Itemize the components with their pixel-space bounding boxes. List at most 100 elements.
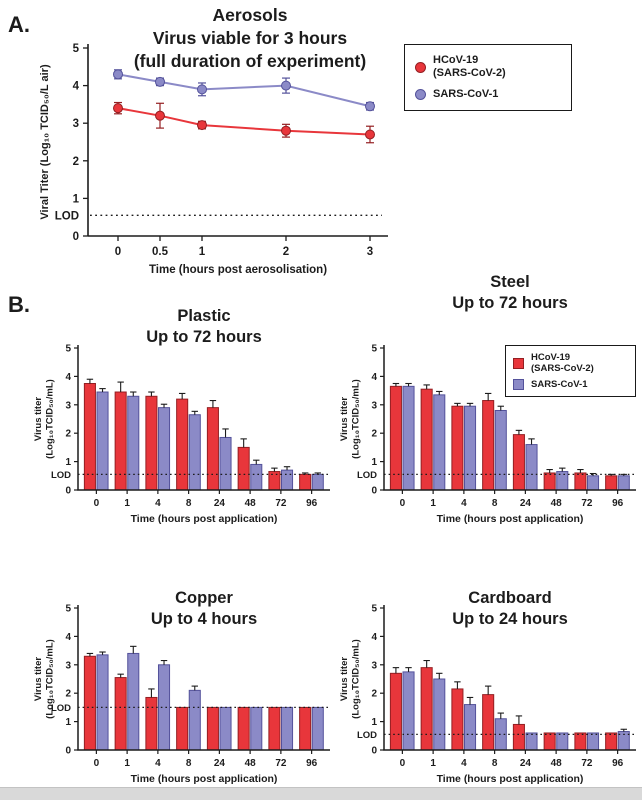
- svg-text:Time (hours post aerosolisatio: Time (hours post aerosolisation): [149, 264, 327, 276]
- svg-text:LOD: LOD: [55, 210, 79, 222]
- bottom-strip: [0, 787, 642, 800]
- svg-text:8: 8: [186, 498, 192, 509]
- svg-text:LOD: LOD: [357, 730, 377, 741]
- svg-text:4: 4: [371, 372, 377, 383]
- sarscov1-square-marker-icon: [513, 379, 524, 390]
- svg-text:72: 72: [581, 758, 593, 769]
- svg-text:0: 0: [65, 746, 71, 757]
- svg-text:1: 1: [371, 717, 377, 728]
- svg-text:5: 5: [371, 604, 377, 615]
- svg-text:1: 1: [371, 457, 377, 468]
- svg-text:1: 1: [65, 717, 71, 728]
- svg-text:0: 0: [371, 746, 377, 757]
- svg-text:(Log₁₀TCID₅₀/mL): (Log₁₀TCID₅₀/mL): [45, 639, 56, 719]
- aerosols-title: Aerosols Virus viable for 3 hours (full …: [70, 4, 430, 73]
- svg-text:48: 48: [245, 758, 257, 769]
- aerosols-title-line1: Aerosols: [212, 5, 288, 25]
- svg-text:3: 3: [65, 660, 71, 671]
- svg-text:2: 2: [65, 689, 71, 700]
- svg-text:5: 5: [73, 43, 80, 55]
- svg-text:Time (hours post application): Time (hours post application): [131, 513, 278, 525]
- svg-text:96: 96: [306, 758, 318, 769]
- svg-text:LOD: LOD: [51, 703, 71, 714]
- svg-text:0: 0: [73, 231, 79, 243]
- svg-text:3: 3: [371, 660, 377, 671]
- svg-text:1: 1: [430, 758, 436, 769]
- svg-text:Viral Titer (Log₁₀ TCID₅₀/L ai: Viral Titer (Log₁₀ TCID₅₀/L air): [39, 64, 51, 220]
- svg-text:72: 72: [275, 758, 287, 769]
- svg-text:(Log₁₀TCID₅₀/mL): (Log₁₀TCID₅₀/mL): [351, 379, 362, 459]
- svg-text:24: 24: [214, 758, 226, 769]
- svg-text:48: 48: [551, 498, 563, 509]
- svg-text:48: 48: [551, 758, 563, 769]
- svg-text:Time (hours post application): Time (hours post application): [437, 513, 584, 525]
- svg-text:24: 24: [520, 758, 532, 769]
- aerosols-title-line3: (full duration of experiment): [133, 51, 367, 71]
- svg-text:24: 24: [214, 498, 226, 509]
- svg-text:1: 1: [199, 246, 206, 258]
- svg-text:1: 1: [124, 758, 130, 769]
- legend-steel: HCoV-19 (SARS-CoV-2) SARS-CoV-1: [505, 345, 636, 397]
- hcov19-circle-marker-icon: [415, 61, 426, 73]
- svg-text:2: 2: [371, 689, 377, 700]
- sarscov1-circle-marker-icon: [415, 89, 426, 100]
- svg-text:3: 3: [367, 246, 373, 258]
- svg-text:LOD: LOD: [51, 470, 71, 481]
- svg-text:48: 48: [245, 498, 257, 509]
- legend-entry-hcov19: HCoV-19 (SARS-CoV-2): [415, 54, 561, 80]
- svg-text:3: 3: [73, 118, 79, 130]
- plastic-title: Plastic Up to 72 hours: [146, 307, 262, 346]
- svg-text:72: 72: [275, 498, 287, 509]
- svg-text:96: 96: [612, 758, 624, 769]
- aerosols-title-line2: Virus viable for 3 hours: [152, 28, 348, 48]
- steel-title: Steel Up to 72 hours: [452, 273, 568, 312]
- svg-text:3: 3: [65, 400, 71, 411]
- legend-hcov19-label: HCoV-19 (SARS-CoV-2): [531, 352, 594, 374]
- aerosols-line-chart: 0 1 2 3 4 5 LOD 0 0.5 1 2 3 Time (hours post aerosol…: [39, 43, 388, 276]
- svg-text:LOD: LOD: [357, 470, 377, 481]
- legend-hcov19-label: HCoV-19 (SARS-CoV-2): [433, 54, 506, 79]
- svg-text:96: 96: [612, 498, 624, 509]
- svg-text:0.5: 0.5: [152, 246, 169, 258]
- svg-text:2: 2: [73, 156, 79, 168]
- legend-entry-sarscov1: SARS-CoV-1: [513, 379, 628, 390]
- svg-text:4: 4: [461, 758, 467, 769]
- svg-text:8: 8: [492, 758, 498, 769]
- svg-text:4: 4: [155, 758, 161, 769]
- svg-text:Virus titer: Virus titer: [339, 397, 350, 441]
- svg-text:24: 24: [520, 498, 532, 509]
- svg-text:2: 2: [371, 429, 377, 440]
- svg-text:(Log₁₀TCID₅₀/mL): (Log₁₀TCID₅₀/mL): [351, 639, 362, 719]
- legend-sarscov1-label: SARS-CoV-1: [433, 88, 499, 100]
- svg-text:8: 8: [492, 498, 498, 509]
- svg-text:3: 3: [371, 400, 377, 411]
- panel-a-label: A.: [8, 12, 30, 37]
- svg-text:2: 2: [283, 246, 289, 258]
- svg-text:0: 0: [94, 758, 100, 769]
- svg-text:Time (hours post application): Time (hours post application): [437, 773, 584, 785]
- svg-text:Virus titer: Virus titer: [33, 657, 44, 701]
- svg-text:96: 96: [306, 498, 318, 509]
- svg-text:0: 0: [115, 246, 121, 258]
- svg-text:4: 4: [371, 632, 377, 643]
- svg-text:5: 5: [371, 344, 377, 355]
- svg-text:4: 4: [73, 81, 80, 93]
- svg-text:1: 1: [73, 193, 80, 205]
- svg-text:2: 2: [65, 429, 71, 440]
- svg-text:0: 0: [371, 486, 377, 497]
- svg-text:Time (hours post application): Time (hours post application): [131, 773, 278, 785]
- svg-text:Virus titer: Virus titer: [339, 657, 350, 701]
- svg-text:4: 4: [65, 632, 71, 643]
- panel-b-label: B.: [8, 292, 30, 317]
- svg-text:4: 4: [65, 372, 71, 383]
- hcov19-square-marker-icon: [513, 357, 524, 369]
- svg-text:1: 1: [124, 498, 130, 509]
- svg-text:5: 5: [65, 344, 71, 355]
- svg-text:0: 0: [400, 758, 406, 769]
- legend-entry-sarscov1: SARS-CoV-1: [415, 88, 561, 101]
- legend-entry-hcov19: HCoV-19 (SARS-CoV-2): [513, 352, 628, 374]
